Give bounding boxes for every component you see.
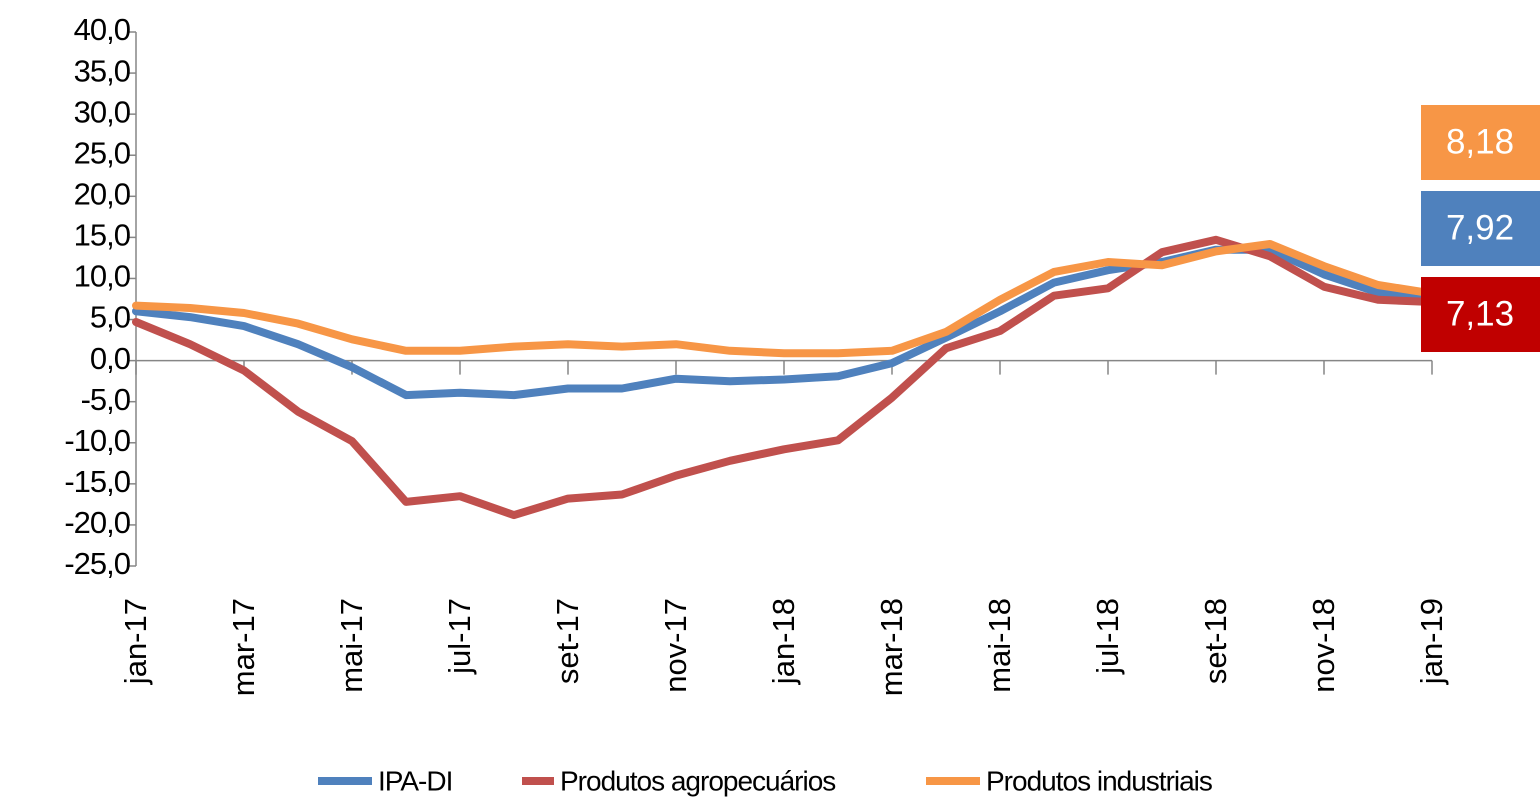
x-tick-label: mai-17	[334, 598, 369, 693]
y-tick-label: 0,0	[90, 341, 131, 376]
end-label-box	[1421, 105, 1540, 180]
y-tick-label: -10,0	[64, 423, 130, 458]
x-tick-label: jul-17	[442, 598, 477, 675]
x-tick-label: jul-18	[1090, 598, 1125, 675]
x-tick-label: mar-17	[226, 598, 261, 696]
x-tick-label: nov-17	[658, 598, 693, 693]
x-tick-label: mai-18	[982, 598, 1017, 693]
y-tick-label: -15,0	[64, 464, 130, 499]
x-tick-label: set-18	[1198, 598, 1233, 684]
x-tick-label: nov-18	[1306, 598, 1341, 693]
end-label-box	[1421, 277, 1540, 352]
y-tick-label: 10,0	[74, 259, 131, 294]
legend-label: IPA-DI	[378, 765, 452, 796]
y-tick-label: 20,0	[74, 176, 131, 211]
x-tick-label: set-17	[550, 598, 585, 684]
x-tick-label: jan-18	[766, 598, 801, 685]
end-label: 7,13	[1446, 294, 1514, 333]
legend-label: Produtos agropecuários	[560, 765, 835, 796]
y-tick-label: 5,0	[90, 300, 131, 335]
x-tick-label: mar-18	[874, 598, 909, 696]
end-label: 8,18	[1446, 122, 1514, 161]
y-tick-label: 40,0	[74, 12, 131, 47]
x-tick-label: jan-17	[118, 598, 153, 685]
y-tick-label: 35,0	[74, 53, 131, 88]
end-label: 7,92	[1446, 208, 1514, 247]
y-tick-label: 25,0	[74, 135, 131, 170]
y-tick-label: 30,0	[74, 94, 131, 129]
y-tick-label: -20,0	[64, 505, 130, 540]
y-tick-label: 15,0	[74, 218, 131, 253]
series-line	[132, 235, 1436, 520]
x-tick-label: jan-19	[1414, 598, 1449, 685]
y-tick-label: -25,0	[64, 546, 130, 581]
series-line	[132, 240, 1436, 358]
legend-label: Produtos industriais	[986, 765, 1212, 796]
y-tick-label: -5,0	[81, 382, 131, 417]
end-label-box	[1421, 191, 1540, 266]
